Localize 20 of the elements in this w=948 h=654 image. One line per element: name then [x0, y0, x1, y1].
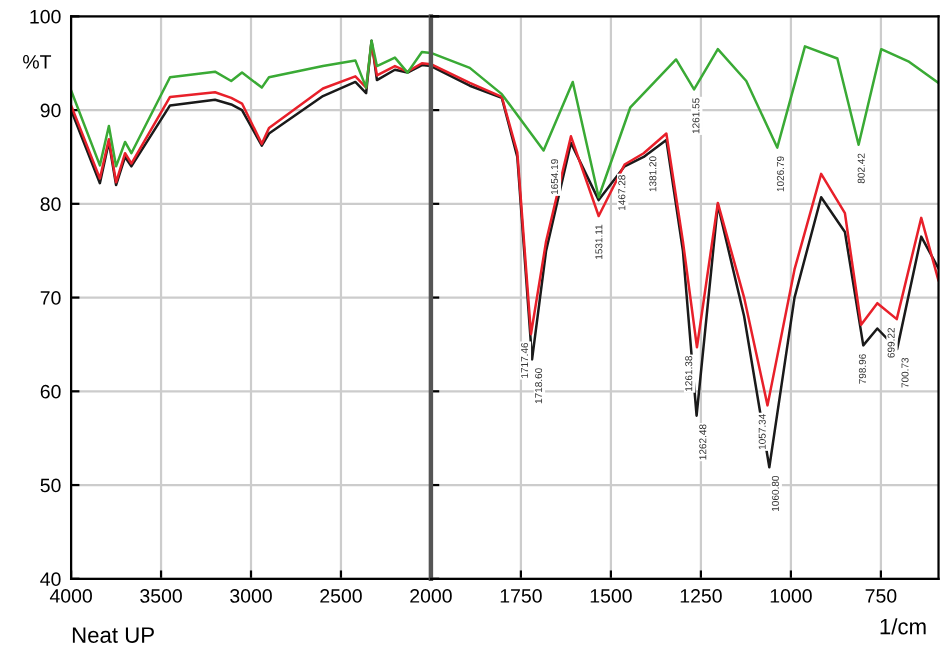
- x-tick-label: 2000: [410, 589, 452, 603]
- x-axis-title: 1/cm: [880, 618, 926, 635]
- y-tick-label: 40: [40, 572, 61, 587]
- y-tick-label: 80: [40, 197, 61, 212]
- y-tick-label: 70: [40, 291, 61, 305]
- x-tick-label: 3500: [140, 589, 182, 603]
- x-tick-label: 3000: [230, 589, 272, 603]
- x-tick-label: 1500: [590, 589, 632, 603]
- x-tick-label: 750: [865, 589, 897, 603]
- y-tick-label: 90: [40, 103, 61, 118]
- text: Neat UP: [72, 627, 154, 643]
- y-tick-label: 50: [40, 478, 61, 493]
- x-tick-label: 1000: [770, 589, 812, 603]
- y-axis-title: %T: [23, 55, 52, 69]
- x-tick-label: 4000: [49, 589, 92, 603]
- y-tick-label: 100: [30, 9, 61, 24]
- y-tick-label: 60: [40, 384, 61, 399]
- x-tick-label: 2500: [320, 589, 362, 603]
- x-tick-label: 1750: [500, 589, 542, 603]
- x-tick-label: 1250: [680, 589, 722, 603]
